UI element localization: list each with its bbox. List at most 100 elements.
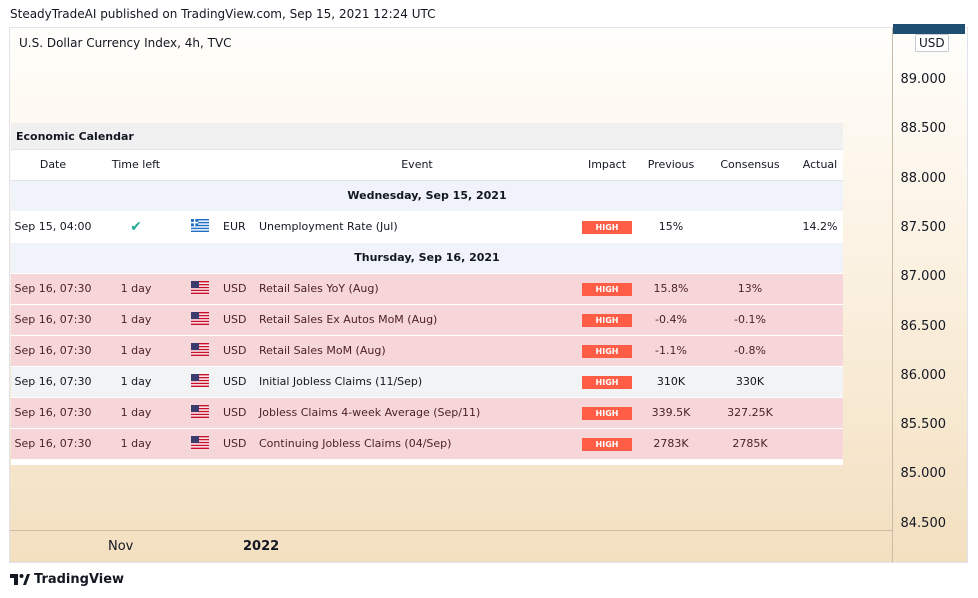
event-name[interactable]: Retail Sales Ex Autos MoM (Aug) (259, 304, 575, 336)
event-consensus: -0.1% (703, 304, 797, 336)
event-consensus: 327.25K (703, 397, 797, 429)
impact-badge: HIGH (582, 375, 632, 389)
event-currency: USD (223, 335, 259, 367)
event-consensus: -0.8% (703, 335, 797, 367)
event-currency: USD (223, 397, 259, 429)
chart-pane[interactable]: U.S. Dollar Currency Index, 4h, TVC USD … (9, 24, 968, 563)
calendar-title: Economic Calendar (11, 123, 843, 150)
calendar-event-row[interactable]: Sep 16, 07:30 1 day USD Initial Jobless Cla… (11, 366, 843, 398)
event-currency: EUR (223, 211, 259, 243)
event-currency: USD (223, 428, 259, 460)
us-flag-icon (191, 404, 209, 421)
price-tick: 86.000 (900, 368, 947, 383)
event-previous: 339.5K (639, 397, 703, 429)
event-time-left: 1 day (95, 273, 177, 305)
event-name[interactable]: Continuing Jobless Claims (04/Sep) (259, 428, 575, 460)
event-previous: 310K (639, 366, 703, 398)
event-flag-cell (177, 428, 223, 460)
us-flag-icon (191, 311, 209, 328)
price-tick: 88.000 (900, 171, 947, 186)
event-impact-cell: HIGH (575, 335, 639, 367)
us-flag-icon (191, 342, 209, 359)
event-actual (797, 304, 843, 336)
currency-unit-label[interactable]: USD (915, 34, 949, 52)
col-time-left: Time left (95, 150, 177, 181)
event-currency: USD (223, 273, 259, 305)
event-flag-cell (177, 397, 223, 429)
impact-badge: HIGH (582, 406, 632, 420)
impact-badge: HIGH (582, 313, 632, 327)
event-previous: -1.1% (639, 335, 703, 367)
event-flag-cell (177, 273, 223, 305)
event-name[interactable]: Unemployment Rate (Jul) (259, 211, 575, 243)
impact-badge: HIGH (582, 220, 632, 234)
event-actual (797, 273, 843, 305)
event-impact-cell: HIGH (575, 397, 639, 429)
event-previous: 15.8% (639, 273, 703, 305)
event-time-left: 1 day (95, 366, 177, 398)
event-currency: USD (223, 304, 259, 336)
event-currency: USD (223, 366, 259, 398)
col-event: Event (259, 150, 575, 181)
event-date: Sep 16, 07:30 (11, 428, 95, 460)
event-time-left: 1 day (95, 335, 177, 367)
calendar-event-row[interactable]: Sep 16, 07:30 1 day USD Retail Sales MoM (A… (11, 335, 843, 367)
event-name[interactable]: Retail Sales YoY (Aug) (259, 273, 575, 305)
time-axis[interactable] (10, 530, 892, 531)
event-previous: -0.4% (639, 304, 703, 336)
price-axis[interactable]: USD 89.000 88.500 88.000 87.500 87.000 8… (892, 24, 968, 562)
event-name[interactable]: Jobless Claims 4-week Average (Sep/11) (259, 397, 575, 429)
event-time-left: 1 day (95, 304, 177, 336)
released-check-icon: ✔ (130, 218, 142, 235)
impact-badge: HIGH (582, 437, 632, 451)
symbol-title: U.S. Dollar Currency Index, 4h, TVC (19, 36, 232, 50)
event-previous: 15% (639, 211, 703, 243)
calendar-event-row[interactable]: Sep 16, 07:30 1 day USD Retail Sales Ex Aut… (11, 304, 843, 336)
col-previous: Previous (639, 150, 703, 181)
price-tick: 86.500 (900, 319, 947, 334)
tradingview-logo[interactable]: TradingView (10, 572, 124, 587)
price-tick: 84.500 (900, 516, 947, 531)
price-tick: 85.500 (900, 417, 947, 432)
calendar-event-row[interactable]: Sep 15, 04:00 ✔ EUR Unemployment Rate (Jul)… (11, 211, 843, 243)
col-consensus: Consensus (703, 150, 797, 181)
event-flag-cell (177, 335, 223, 367)
calendar-day-label: Wednesday, Sep 15, 2021 (11, 180, 843, 212)
calendar-day-header: Thursday, Sep 16, 2021 (11, 242, 843, 274)
event-flag-cell (177, 304, 223, 336)
event-impact-cell: HIGH (575, 304, 639, 336)
price-tick: 88.500 (900, 121, 947, 136)
event-flag-cell (177, 366, 223, 398)
col-impact: Impact (575, 150, 639, 181)
event-name[interactable]: Initial Jobless Claims (11/Sep) (259, 366, 575, 398)
event-consensus: 2785K (703, 428, 797, 460)
event-time-left: 1 day (95, 428, 177, 460)
event-time-left: 1 day (95, 397, 177, 429)
greece-flag-icon (191, 218, 209, 235)
price-tick: 87.500 (900, 220, 947, 235)
time-label-year: 2022 (243, 539, 280, 554)
col-flag (177, 150, 223, 181)
last-price-tag (893, 24, 965, 34)
impact-badge: HIGH (582, 344, 632, 358)
event-date: Sep 16, 07:30 (11, 397, 95, 429)
price-tick: 85.000 (900, 466, 947, 481)
economic-calendar-widget[interactable]: Economic Calendar Date Time left Event I… (11, 123, 843, 465)
calendar-header-row: Date Time left Event Impact Previous Con… (11, 150, 843, 181)
event-date: Sep 16, 07:30 (11, 366, 95, 398)
event-actual (797, 428, 843, 460)
calendar-event-row[interactable]: Sep 16, 07:30 1 day USD Continuing Jobless … (11, 428, 843, 460)
event-date: Sep 15, 04:00 (11, 211, 95, 243)
event-actual: 14.2% (797, 211, 843, 243)
event-name[interactable]: Retail Sales MoM (Aug) (259, 335, 575, 367)
calendar-event-row[interactable]: Sep 16, 07:30 1 day USD Jobless Claims 4-we… (11, 397, 843, 429)
calendar-day-header: Wednesday, Sep 15, 2021 (11, 180, 843, 212)
event-previous: 2783K (639, 428, 703, 460)
tradingview-logo-icon (10, 573, 30, 585)
calendar-event-row[interactable]: Sep 16, 07:30 1 day USD Retail Sales YoY (A… (11, 273, 843, 305)
event-flag-cell (177, 211, 223, 243)
event-impact-cell: HIGH (575, 366, 639, 398)
event-consensus: 330K (703, 366, 797, 398)
col-currency (223, 150, 259, 181)
event-consensus (703, 211, 797, 243)
